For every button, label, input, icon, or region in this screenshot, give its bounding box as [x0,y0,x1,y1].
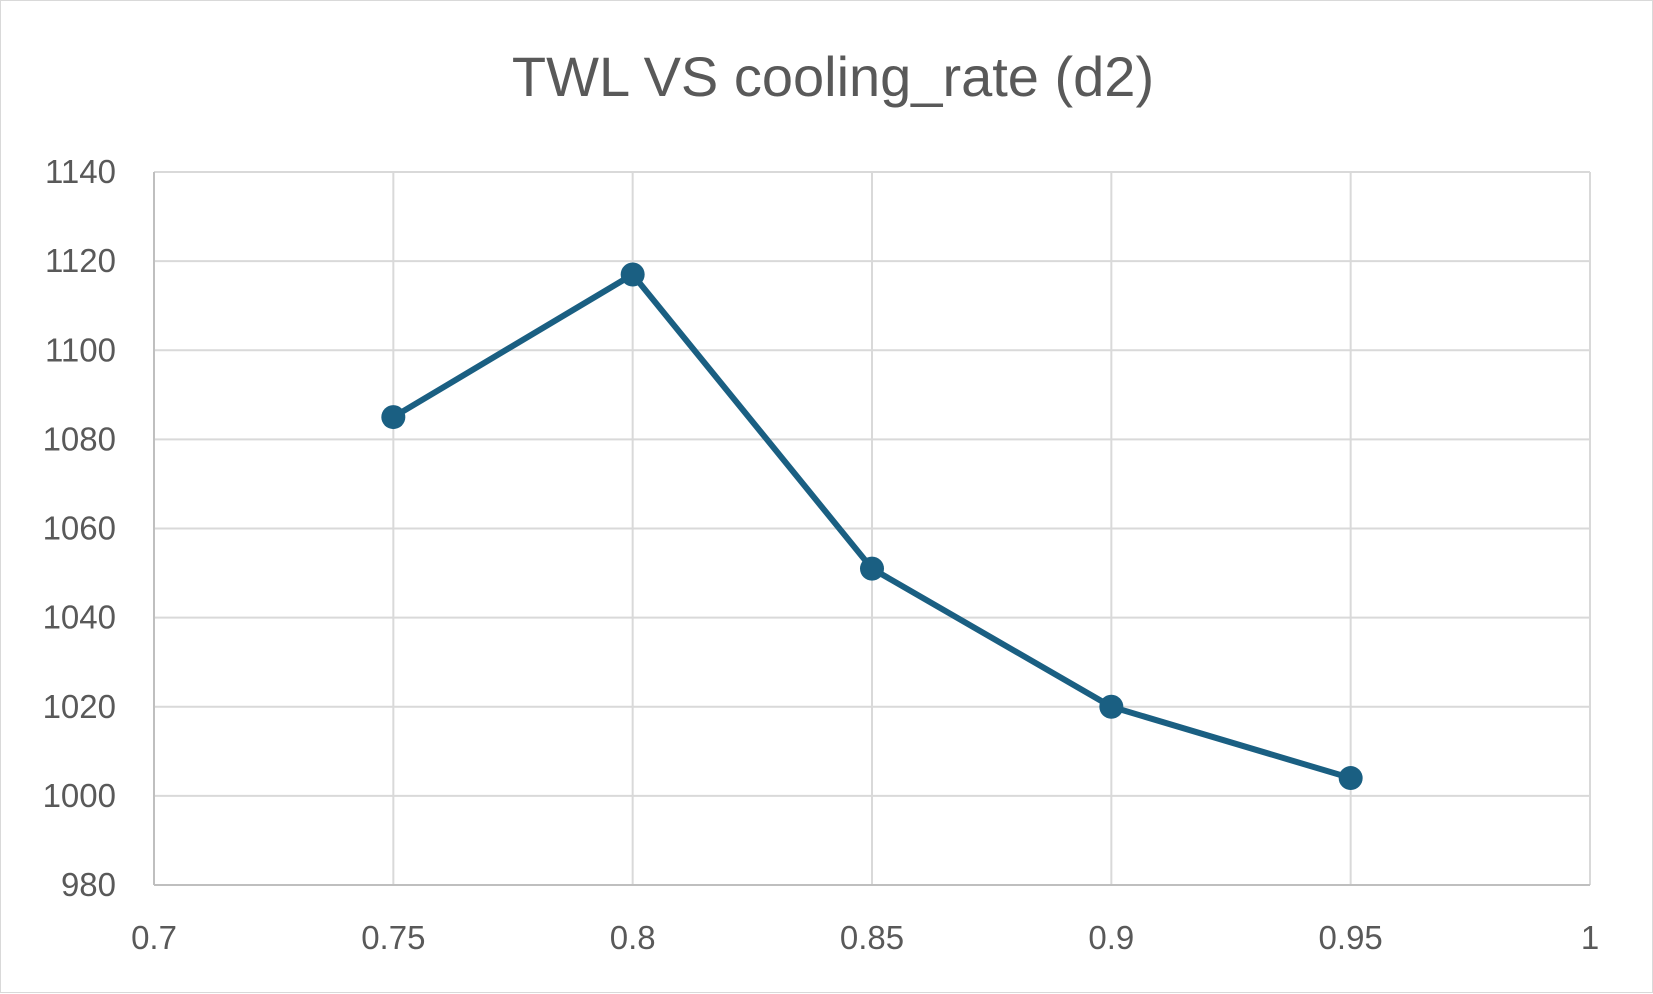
grid-layer [154,171,1591,885]
y-tick-label: 1080 [43,420,116,457]
chart-title: TWL VS cooling_rate (d2) [512,45,1154,108]
y-tick-label: 980 [61,866,116,903]
y-tick-label: 1060 [43,510,116,547]
axis-layer [153,172,1590,886]
tick-label-layer: 980 1000 1020 1040 1060 1080 1100 1120 1140 0.7 0.… [43,153,1600,956]
x-tick-label: 0.7 [131,919,177,956]
y-tick-label: 1120 [45,242,116,279]
x-tick-label: 0.75 [361,919,425,956]
data-point [860,556,884,581]
y-tick-label: 1040 [43,599,116,636]
y-tick-label: 1020 [43,688,116,725]
data-point [1338,766,1363,791]
x-tick-label: 0.95 [1319,919,1383,956]
x-tick-label: 1 [1581,919,1599,956]
y-tick-label: 1140 [45,153,116,190]
x-tick-label: 0.8 [610,919,656,956]
x-tick-label: 0.9 [1088,919,1134,956]
data-point [1099,694,1124,719]
data-point [381,405,406,430]
x-tick-label: 0.85 [840,919,904,956]
series-layer [381,262,1363,791]
y-tick-label: 1000 [43,777,116,814]
data-point [620,262,645,287]
y-tick-label: 1100 [45,331,116,368]
